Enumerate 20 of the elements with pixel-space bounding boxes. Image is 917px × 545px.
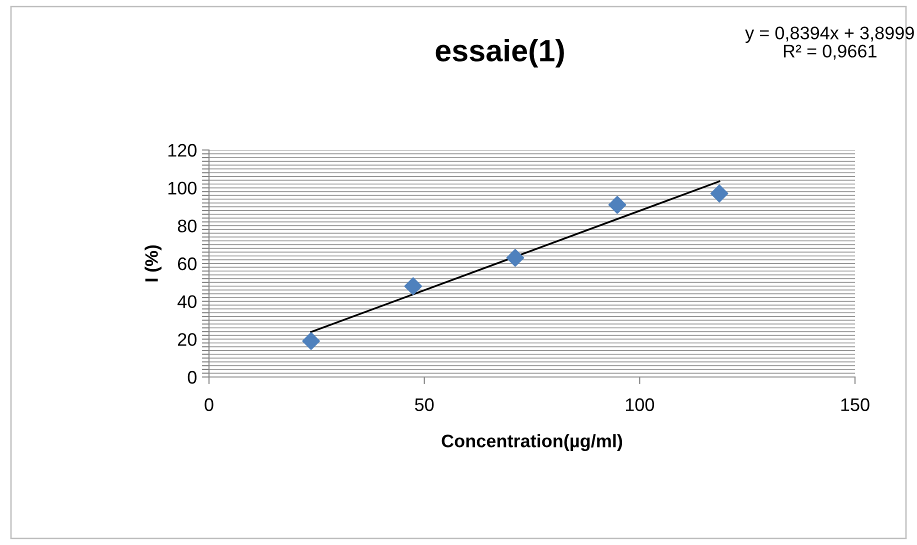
x-tick-label: 150 [841, 398, 870, 412]
point [710, 184, 728, 202]
y-tick-label: 120 [168, 144, 196, 157]
point [608, 196, 626, 214]
y-tick-label: 40 [178, 295, 196, 308]
x-axis-title: Concentration(µg/ml) [442, 434, 622, 452]
y-tick-label: 100 [168, 182, 196, 195]
y-tick-label: 20 [178, 333, 196, 346]
point [302, 332, 320, 350]
point [404, 277, 422, 296]
y-tick-label: 60 [178, 257, 196, 270]
y-tick-label: 0 [188, 370, 196, 384]
x-tick-label: 50 [415, 398, 434, 412]
y-axis-title: I (%) [144, 245, 162, 282]
x-tick-label: 0 [204, 398, 214, 412]
text: y = 0,8394x + 3,8999 R² = 0,9661 [745, 26, 914, 60]
chart-title: essaie(1) [436, 39, 564, 68]
y-tick-label: 80 [178, 220, 196, 232]
point [506, 248, 524, 267]
x-tick-label: 100 [626, 398, 654, 412]
